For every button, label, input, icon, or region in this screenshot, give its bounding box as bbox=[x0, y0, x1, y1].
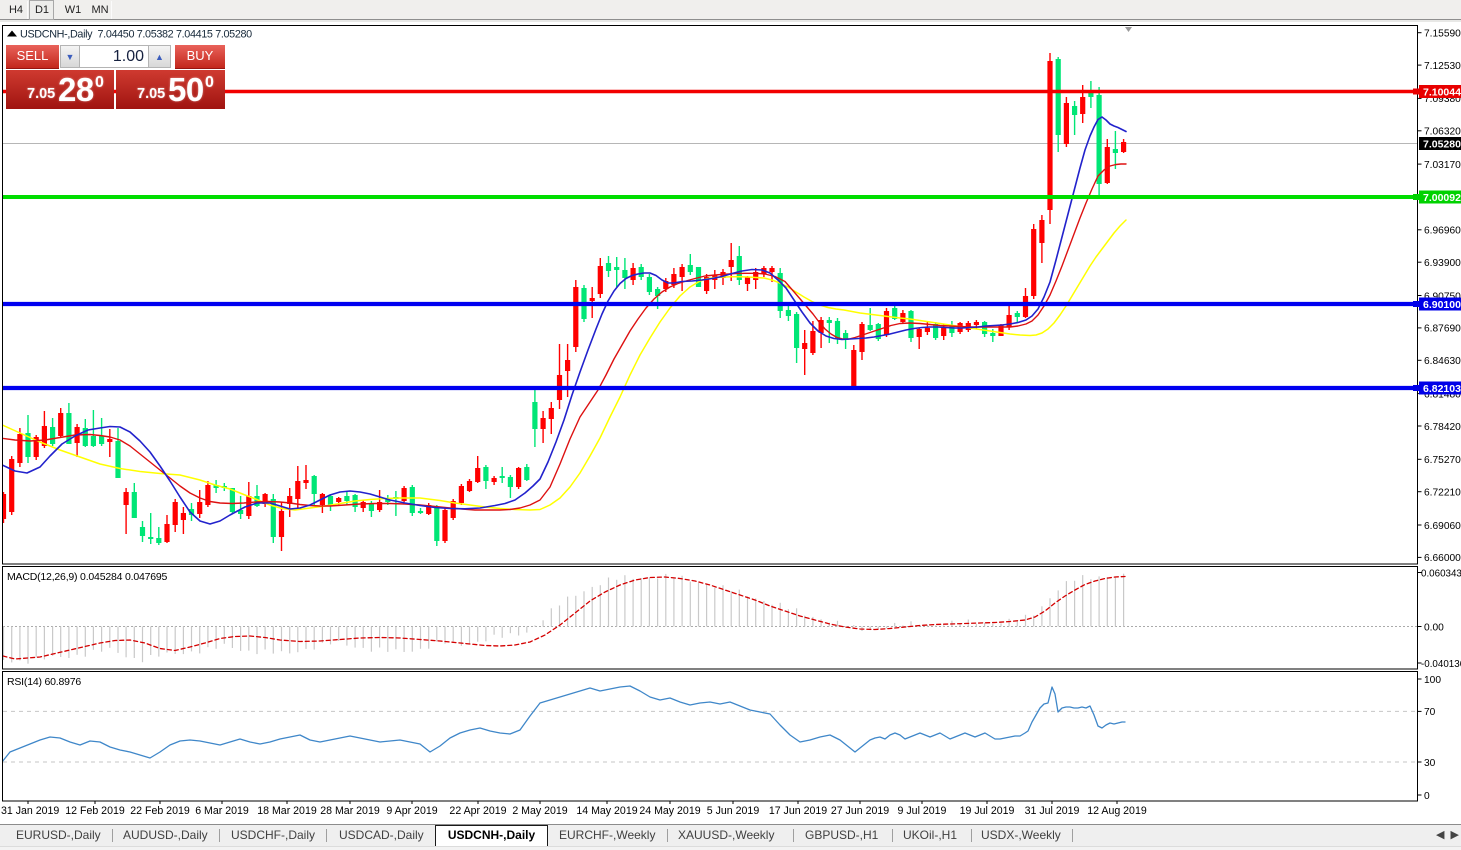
svg-text:7.15590: 7.15590 bbox=[1424, 29, 1461, 40]
svg-text:31 Jul 2019: 31 Jul 2019 bbox=[1025, 805, 1080, 817]
svg-text:12 Aug 2019: 12 Aug 2019 bbox=[1087, 805, 1147, 817]
svg-text:6.72210: 6.72210 bbox=[1424, 488, 1461, 499]
svg-text:USDCNH-,Daily 7.04450 7.05382: USDCNH-,Daily 7.04450 7.05382 7.04415 7.… bbox=[20, 29, 252, 41]
svg-text:27 Jun 2019: 27 Jun 2019 bbox=[831, 805, 889, 817]
svg-text:30: 30 bbox=[1424, 758, 1436, 769]
svg-text:12 Feb 2019: 12 Feb 2019 bbox=[65, 805, 125, 817]
svg-text:18 Mar 2019: 18 Mar 2019 bbox=[257, 805, 317, 817]
svg-text:6.66000: 6.66000 bbox=[1424, 553, 1461, 564]
svg-text:7.12530: 7.12530 bbox=[1424, 61, 1461, 72]
svg-text:RSI(14) 60.8976: RSI(14) 60.8976 bbox=[7, 676, 81, 688]
svg-text:7.00092: 7.00092 bbox=[1423, 192, 1461, 204]
svg-text:22 Feb 2019: 22 Feb 2019 bbox=[130, 805, 190, 817]
svg-text:22 Apr 2019: 22 Apr 2019 bbox=[449, 805, 506, 817]
svg-text:6.75270: 6.75270 bbox=[1424, 455, 1461, 466]
svg-text:7.10044: 7.10044 bbox=[1423, 87, 1461, 99]
svg-text:MACD(12,26,9) 0.045284 0.04769: MACD(12,26,9) 0.045284 0.047695 bbox=[7, 571, 168, 583]
svg-text:17 Jun 2019: 17 Jun 2019 bbox=[769, 805, 827, 817]
svg-text:2 May 2019: 2 May 2019 bbox=[512, 805, 567, 817]
svg-text:-0.040136: -0.040136 bbox=[1421, 659, 1461, 670]
svg-text:6.90100: 6.90100 bbox=[1423, 299, 1461, 311]
svg-text:6.82103: 6.82103 bbox=[1423, 383, 1461, 395]
svg-text:24 May 2019: 24 May 2019 bbox=[639, 805, 700, 817]
svg-text:7.05280: 7.05280 bbox=[1423, 139, 1461, 151]
svg-text:0.060343: 0.060343 bbox=[1421, 568, 1461, 579]
svg-text:9 Apr 2019: 9 Apr 2019 bbox=[386, 805, 437, 817]
svg-text:6.93900: 6.93900 bbox=[1424, 258, 1461, 269]
svg-text:28 Mar 2019: 28 Mar 2019 bbox=[320, 805, 380, 817]
svg-text:7.06320: 7.06320 bbox=[1424, 127, 1461, 138]
svg-text:0: 0 bbox=[1424, 791, 1430, 802]
svg-text:7.09380: 7.09380 bbox=[1424, 94, 1461, 105]
svg-text:5 Jun 2019: 5 Jun 2019 bbox=[707, 805, 760, 817]
svg-text:6.81480: 6.81480 bbox=[1424, 389, 1461, 400]
svg-text:14 May 2019: 14 May 2019 bbox=[576, 805, 637, 817]
svg-text:6.90750: 6.90750 bbox=[1424, 291, 1461, 302]
svg-text:9 Jul 2019: 9 Jul 2019 bbox=[898, 805, 947, 817]
svg-text:6.69060: 6.69060 bbox=[1424, 521, 1461, 532]
svg-text:6.78420: 6.78420 bbox=[1424, 422, 1461, 433]
svg-text:6.84630: 6.84630 bbox=[1424, 356, 1461, 367]
svg-text:6.96960: 6.96960 bbox=[1424, 226, 1461, 237]
svg-text:0.00: 0.00 bbox=[1424, 622, 1444, 633]
svg-text:31 Jan 2019: 31 Jan 2019 bbox=[1, 805, 59, 817]
svg-text:6 Mar 2019: 6 Mar 2019 bbox=[195, 805, 249, 817]
svg-text:6.87690: 6.87690 bbox=[1424, 324, 1461, 335]
svg-text:100: 100 bbox=[1424, 675, 1441, 686]
svg-text:19 Jul 2019: 19 Jul 2019 bbox=[960, 805, 1015, 817]
svg-text:7.03170: 7.03170 bbox=[1424, 160, 1461, 171]
svg-text:70: 70 bbox=[1424, 707, 1436, 718]
